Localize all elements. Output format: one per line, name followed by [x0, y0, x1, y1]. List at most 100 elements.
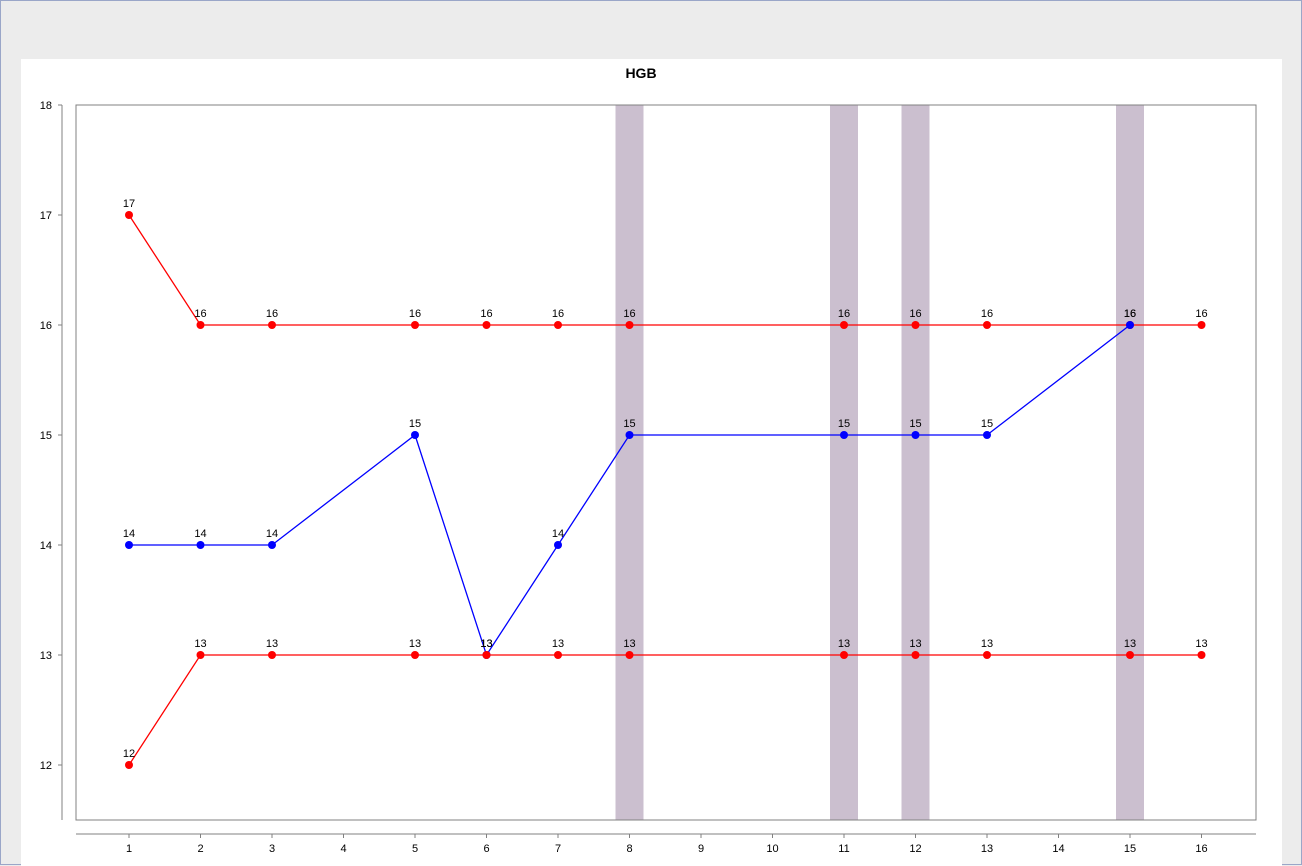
plot-area: [75, 104, 1257, 821]
data-label: 13: [552, 638, 564, 650]
data-label: 16: [409, 308, 421, 320]
y-tick-label: 16: [40, 320, 52, 332]
data-label: 15: [623, 418, 635, 430]
highlight-band-8: [615, 105, 644, 820]
data-point: [268, 651, 276, 659]
data-label: 15: [838, 418, 850, 430]
y-tick-label: 13: [40, 650, 52, 662]
data-point: [411, 321, 419, 329]
data-label: 13: [266, 638, 278, 650]
data-label: 12: [123, 748, 135, 760]
data-label: 16: [623, 308, 635, 320]
y-tick-label: 17: [40, 210, 52, 222]
data-point: [125, 541, 133, 549]
series-line: [128, 214, 1202, 326]
y-axis-ticks: 12 13 14 15 16 17 18: [40, 100, 62, 772]
data-point: [268, 321, 276, 329]
data-point: [482, 321, 491, 329]
data-point: [911, 431, 920, 439]
data-label: 15: [409, 418, 421, 430]
data-point: [554, 321, 562, 329]
data-label: 16: [1124, 308, 1136, 320]
data-label: 13: [909, 638, 921, 650]
x-tick-label: 9: [698, 843, 704, 855]
data-label: 13: [480, 638, 492, 650]
data-point: [554, 651, 562, 659]
data-label: 13: [981, 638, 993, 650]
data-point: [125, 211, 133, 219]
data-point: [625, 651, 634, 659]
data-label: 13: [1195, 638, 1207, 650]
series-layer: 17 16 16 16 16 16 16 16 16 16 16 16 14 14 14 15 13 14 15 15…: [123, 198, 1208, 769]
y-tick-label: 15: [40, 430, 52, 442]
y-tick-label: 18: [40, 100, 52, 112]
x-tick-label: 10: [766, 843, 778, 855]
data-label: 14: [194, 528, 206, 540]
x-tick-label: 12: [909, 843, 921, 855]
x-tick-label: 4: [340, 843, 346, 855]
data-point: [196, 651, 205, 659]
data-point: [840, 321, 848, 329]
data-point: [482, 651, 491, 659]
data-point: [1126, 321, 1134, 329]
series-line: [128, 654, 1202, 766]
data-label: 16: [981, 308, 993, 320]
data-label: 16: [1195, 308, 1207, 320]
chart-panel: HGB 12 13 14 15 16 17 18 1 2 3 4 5 6 7 8 9 10 11 12 13 14 15…: [21, 59, 1282, 866]
data-label: 16: [266, 308, 278, 320]
data-label: 13: [1124, 638, 1136, 650]
highlight-band-11: [830, 105, 858, 820]
chart-title: HGB: [625, 65, 656, 81]
data-point: [840, 431, 848, 439]
data-label: 16: [1124, 308, 1136, 320]
x-tick-label: 15: [1124, 843, 1136, 855]
x-tick-label: 1: [126, 843, 132, 855]
x-tick-label: 8: [626, 843, 632, 855]
series-3: 12 13 13 13 13 13 13 13 13 13 13 13: [123, 638, 1208, 769]
highlight-band-12: [901, 105, 930, 820]
x-tick-label: 5: [412, 843, 418, 855]
x-tick-label: 16: [1195, 843, 1207, 855]
data-label: 13: [194, 638, 206, 650]
x-tick-label: 11: [838, 843, 849, 855]
data-label: 13: [623, 638, 635, 650]
data-point: [983, 651, 991, 659]
x-tick-label: 2: [197, 843, 203, 855]
x-axis-ticks: 1 2 3 4 5 6 7 8 9 10 11 12 13 14 15 16: [126, 834, 1208, 855]
data-point: [411, 431, 419, 439]
y-tick-label: 12: [40, 760, 52, 772]
series-1: 17 16 16 16 16 16 16 16 16 16 16 16: [123, 198, 1208, 329]
data-point: [411, 651, 419, 659]
data-label: 15: [981, 418, 993, 430]
data-point: [554, 541, 562, 549]
highlight-band-15: [1116, 105, 1144, 820]
data-label: 16: [552, 308, 564, 320]
data-label: 16: [909, 308, 921, 320]
x-tick-label: 13: [981, 843, 993, 855]
data-point: [125, 761, 133, 769]
data-point: [911, 651, 920, 659]
data-label: 14: [123, 528, 135, 540]
data-point: [196, 541, 205, 549]
data-point: [625, 431, 634, 439]
data-point: [196, 321, 205, 329]
data-point: [983, 431, 991, 439]
data-label: 16: [480, 308, 492, 320]
x-tick-label: 14: [1052, 843, 1064, 855]
data-point: [911, 321, 920, 329]
x-tick-label: 3: [269, 843, 275, 855]
data-label: 14: [266, 528, 278, 540]
data-point: [1197, 321, 1206, 329]
highlight-bands: [615, 105, 1144, 820]
data-label: 16: [194, 308, 206, 320]
data-point: [983, 321, 991, 329]
data-label: 13: [480, 638, 492, 650]
data-label: 13: [409, 638, 421, 650]
series-2: 14 14 14 15 13 14 15 15 15 15 16: [123, 308, 1136, 659]
data-label: 13: [838, 638, 850, 650]
data-label: 16: [838, 308, 850, 320]
data-label: 17: [123, 198, 135, 210]
data-point: [1126, 651, 1134, 659]
